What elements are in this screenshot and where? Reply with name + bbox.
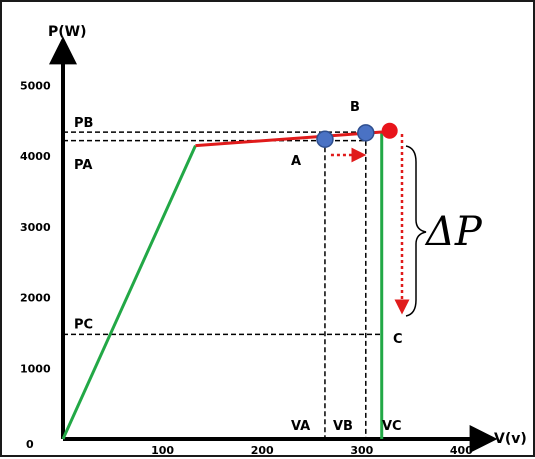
vc-label: VC — [382, 419, 402, 434]
va-label: VA — [291, 419, 310, 434]
x-tick-label: 400 — [450, 444, 473, 457]
pb-label: PB — [74, 116, 93, 131]
annotation-arrows — [330, 134, 410, 315]
y-axis-label: P(W) — [48, 24, 87, 40]
y-tick-label: 3000 — [20, 221, 51, 234]
c-label: C — [393, 332, 403, 347]
hidden-guide — [63, 146, 380, 439]
delta-p-brace — [405, 145, 427, 317]
y-tick-label: 1000 — [20, 362, 51, 375]
a-label: A — [291, 154, 301, 169]
green-rising-line — [61, 144, 197, 440]
pa-label: PA — [74, 158, 92, 173]
pc-label: PC — [74, 317, 93, 332]
origin-tick-label: 0 — [26, 438, 34, 451]
y-tick-label: 2000 — [20, 292, 51, 305]
point-b-marker — [357, 124, 375, 142]
x-tick-label: 300 — [350, 444, 373, 457]
y-tick-labels: 1000 2000 3000 4000 5000 — [20, 80, 51, 376]
x-tick-labels: 100 200 300 400 — [151, 444, 473, 457]
point-labels: PB PA PC A B C VA VB VC — [74, 100, 403, 434]
reference-lines — [63, 131, 385, 439]
point-a-marker — [316, 130, 334, 148]
point-markers — [316, 122, 398, 148]
x-tick-label: 200 — [251, 444, 274, 457]
series-lines — [61, 129, 390, 440]
delta-p-label: ΔP — [424, 209, 483, 255]
x-axis-label: V(v) — [494, 431, 527, 447]
y-tick-label: 5000 — [20, 80, 51, 93]
mpp-marker — [381, 122, 398, 139]
b-label: B — [350, 100, 360, 115]
vb-label: VB — [333, 419, 353, 434]
x-tick-label: 100 — [151, 444, 174, 457]
y-tick-label: 4000 — [20, 150, 51, 163]
